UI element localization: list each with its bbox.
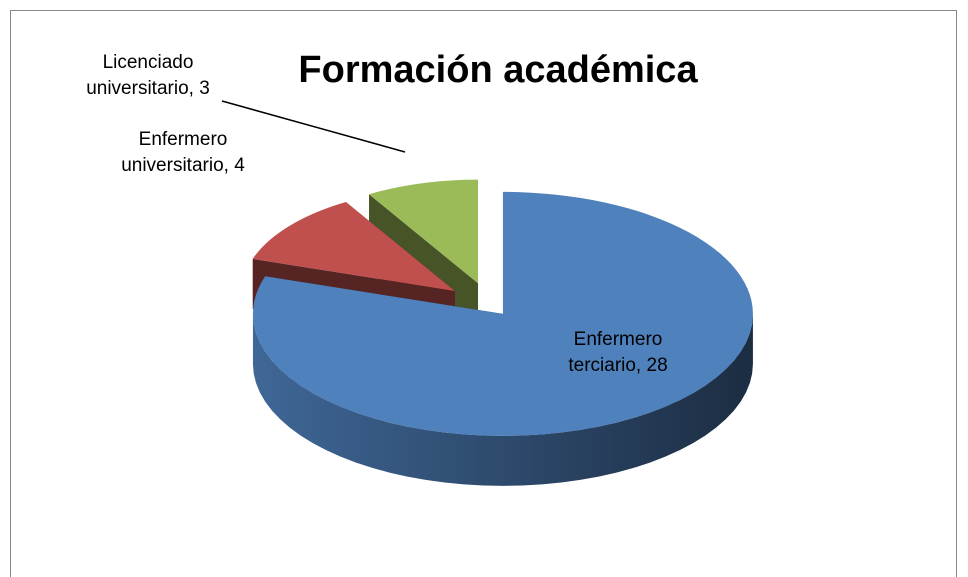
slice-side	[252, 313, 753, 486]
labels: Enfermero terciario, 28 Enfermero universit…	[86, 52, 667, 376]
data-label: Enfermero universitario, 4	[121, 129, 245, 176]
data-label-value: 3	[199, 78, 210, 99]
slice-top	[252, 201, 455, 291]
chart-title: Formación académica	[298, 49, 698, 91]
data-label-value: 4	[234, 155, 245, 176]
data-label-value: 28	[647, 355, 668, 376]
data-label-line: universitario,	[121, 155, 234, 176]
data-label-line: universitario,	[86, 78, 199, 99]
data-label-line: Enfermero	[139, 129, 228, 150]
data-label-line: terciario,	[568, 355, 646, 376]
pie	[252, 179, 753, 486]
data-label-line: Licenciado	[103, 52, 194, 73]
data-label: Licenciado universitario, 3	[86, 52, 210, 99]
slice	[252, 191, 753, 486]
leader-line	[221, 100, 406, 153]
slice-top	[252, 191, 753, 436]
data-label: Enfermero terciario, 28	[568, 329, 667, 376]
data-label-line: Enfermero	[574, 329, 663, 350]
slice-top	[369, 179, 479, 284]
